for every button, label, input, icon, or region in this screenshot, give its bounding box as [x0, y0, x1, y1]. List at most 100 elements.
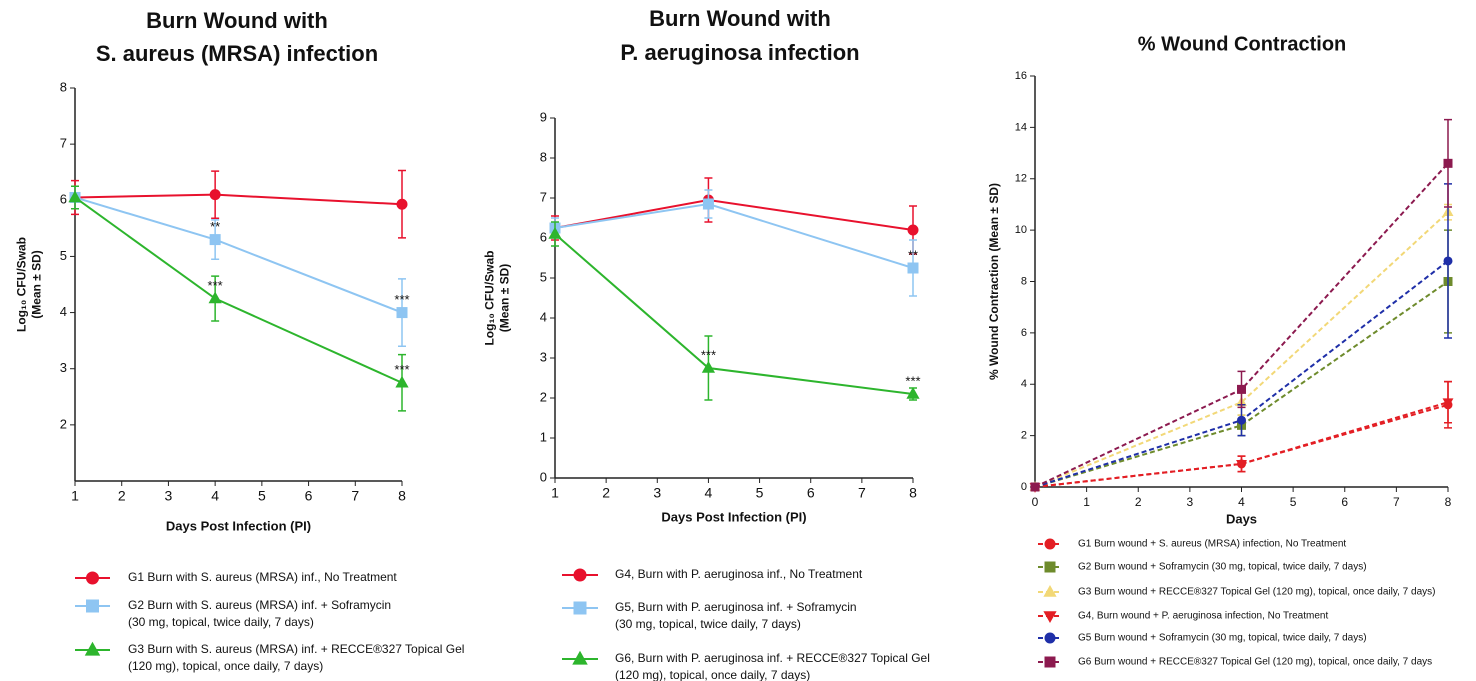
- x-tick-label: 4: [705, 485, 713, 501]
- legend-label: G2 Burn with S. aureus (MRSA) inf. + Sof…: [128, 598, 391, 612]
- y-tick-label: 7: [60, 136, 67, 151]
- marker: [1442, 398, 1454, 409]
- marker: [1443, 256, 1453, 266]
- y-tick-label: 8: [540, 149, 547, 164]
- x-tick-label: 6: [1341, 495, 1348, 509]
- legend-label: (120 mg), topical, once daily, 7 days): [615, 668, 810, 681]
- significance-label: ***: [701, 347, 716, 362]
- marker: [396, 307, 408, 319]
- series-line: [74, 196, 403, 384]
- series-line: [74, 193, 403, 206]
- x-tick-label: 5: [258, 488, 266, 504]
- x-tick-label: 1: [551, 485, 559, 501]
- x-tick-label: 7: [858, 485, 866, 501]
- chart-title: S. aureus (MRSA) infection: [96, 41, 378, 66]
- y-tick-label: 2: [540, 389, 547, 404]
- series-line: [74, 196, 403, 314]
- legend-marker: [573, 601, 587, 615]
- x-tick-label: 7: [1393, 495, 1400, 509]
- y-tick-label: 2: [1021, 430, 1027, 442]
- significance-label: ***: [394, 362, 409, 377]
- x-tick-label: 2: [602, 485, 610, 501]
- series-line: [554, 198, 914, 231]
- y-tick-label: 5: [540, 269, 547, 284]
- y-tick-label: 3: [540, 349, 547, 364]
- marker: [1236, 459, 1247, 470]
- marker: [907, 224, 919, 236]
- legend-marker: [86, 571, 99, 585]
- series-line: [1034, 211, 1449, 488]
- marker: [701, 360, 716, 373]
- y-tick-label: 4: [60, 304, 67, 319]
- marker: [1030, 482, 1040, 492]
- significance-label: ***: [905, 373, 920, 388]
- x-tick-label: 4: [1238, 495, 1245, 509]
- significance-label: ***: [394, 292, 409, 307]
- y-tick-label: 12: [1015, 173, 1027, 185]
- legend-marker: [1044, 656, 1056, 668]
- marker: [395, 375, 409, 388]
- y-tick-label: 5: [60, 248, 67, 263]
- y-tick-label: 9: [540, 109, 547, 124]
- y-tick-label: 8: [1021, 275, 1027, 287]
- marker: [1443, 158, 1453, 168]
- marker: [702, 198, 714, 210]
- legend-label: (120 mg), topical, once daily, 7 days): [128, 659, 323, 673]
- series-line: [1034, 162, 1449, 488]
- y-tick-label: 8: [60, 79, 67, 94]
- significance-label: ***: [208, 278, 223, 293]
- y-tick-label: 1: [540, 429, 547, 444]
- legend-label: G5 Burn wound + Soframycin (30 mg, topic…: [1078, 633, 1367, 644]
- y-axis-label: (Mean ± SD): [30, 250, 44, 319]
- x-tick-label: 8: [909, 485, 917, 501]
- x-tick-label: 4: [211, 488, 219, 504]
- legend-marker: [86, 599, 99, 613]
- y-tick-label: 14: [1015, 121, 1027, 133]
- legend-marker: [1044, 538, 1056, 550]
- marker: [1237, 384, 1246, 394]
- x-tick-label: 6: [807, 485, 815, 501]
- legend-marker: [84, 641, 101, 656]
- legend-marker: [1043, 611, 1057, 624]
- marker: [548, 226, 562, 239]
- x-tick-label: 8: [398, 488, 406, 504]
- y-axis-label: (Mean ± SD): [498, 264, 512, 333]
- y-tick-label: 16: [1015, 70, 1027, 82]
- legend-label: G2 Burn wound + Soframycin (30 mg, topic…: [1078, 562, 1367, 573]
- legend-marker: [1044, 632, 1056, 644]
- x-axis-label: Days Post Infection (PI): [166, 518, 311, 533]
- x-tick-label: 8: [1445, 495, 1452, 509]
- y-tick-label: 0: [540, 469, 547, 484]
- legend-label: G6 Burn wound + RECCE®327 Topical Gel (1…: [1078, 657, 1432, 668]
- significance-label: **: [908, 247, 918, 262]
- chart-title: % Wound Contraction: [1138, 33, 1347, 55]
- legend-marker: [1043, 584, 1057, 597]
- x-tick-label: 6: [305, 488, 313, 504]
- y-tick-label: 7: [540, 189, 547, 204]
- significance-label: **: [210, 219, 220, 234]
- marker: [906, 386, 920, 399]
- x-tick-label: 5: [756, 485, 764, 501]
- y-axis-label: Log₁₀ CFU/Swab: [483, 250, 497, 345]
- legend-label: (30 mg, topical, twice daily, 7 days): [128, 615, 314, 629]
- legend-label: G5, Burn with P. aeruginosa inf. + Sofra…: [615, 600, 857, 614]
- legend-label: G3 Burn with S. aureus (MRSA) inf. + REC…: [128, 642, 464, 656]
- y-tick-label: 4: [540, 309, 547, 324]
- legend-marker: [1044, 561, 1056, 573]
- legend-marker: [572, 650, 588, 665]
- series-line: [554, 233, 914, 395]
- legend-label: G6, Burn with P. aeruginosa inf. + RECCE…: [615, 651, 930, 665]
- legend-label: G4, Burn wound + P. aeruginosa infection…: [1078, 611, 1328, 622]
- y-tick-label: 10: [1015, 224, 1027, 236]
- marker: [209, 189, 221, 201]
- y-tick-label: 4: [1021, 378, 1027, 390]
- chart-title: P. aeruginosa infection: [620, 40, 859, 65]
- y-axis-label: % Wound Contraction (Mean ± SD): [987, 183, 1001, 380]
- x-tick-label: 2: [118, 488, 126, 504]
- y-tick-label: 2: [60, 416, 67, 431]
- x-tick-label: 0: [1032, 495, 1039, 509]
- y-tick-label: 3: [60, 360, 67, 375]
- marker: [68, 190, 82, 203]
- legend-marker: [573, 568, 587, 582]
